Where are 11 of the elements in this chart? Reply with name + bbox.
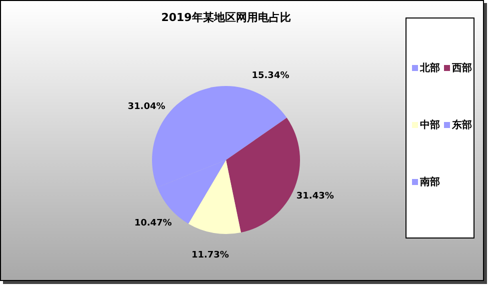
legend-label: 东部 [451,119,472,131]
data-label: 11.73% [191,250,229,261]
data-label: 10.47% [134,218,172,228]
legend-label: 中部 [420,119,440,131]
data-label: 15.34% [252,70,290,81]
chart-title: 2019年某地区网用电占比 [161,11,291,24]
data-label: 31.43% [296,192,334,202]
data-label: 31.04% [128,102,166,112]
legend-label: 北部 [419,62,440,74]
legend-label: 南部 [419,176,440,188]
legend-label: 西部 [451,62,472,74]
